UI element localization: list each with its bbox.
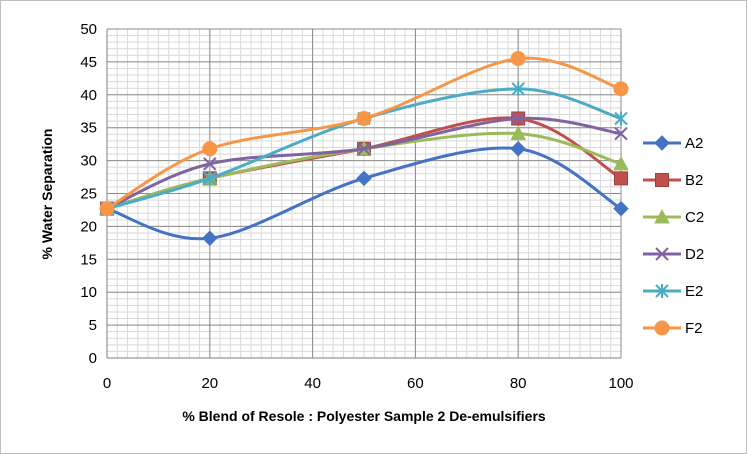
legend-marker-b2 <box>655 173 669 187</box>
legend-marker-f2 <box>654 320 670 336</box>
data-point-a2 <box>613 200 629 217</box>
data-point-f2 <box>510 51 526 67</box>
data-point-b2 <box>614 171 628 186</box>
y-tick-label: 0 <box>89 350 97 367</box>
legend-label-a2: A2 <box>685 135 703 152</box>
legend-item-b2: B2 <box>643 172 703 189</box>
data-point-d2 <box>203 157 217 171</box>
y-tick-label: 45 <box>80 54 97 71</box>
data-point-f2 <box>613 81 629 97</box>
legend-marker-c2 <box>654 208 670 224</box>
data-point-f2 <box>99 201 115 217</box>
tick-labels: 0 5 10 15 20 25 30 35 40 45 50 0 20 40 60 80 100 <box>80 21 633 392</box>
y-tick-label: 10 <box>80 284 97 301</box>
x-tick-label: 100 <box>608 375 633 392</box>
y-tick-label: 35 <box>80 120 97 137</box>
legend-marker-d2 <box>655 247 669 261</box>
x-tick-label: 40 <box>304 375 321 392</box>
data-point-e2 <box>203 171 217 186</box>
y-tick-label: 40 <box>80 87 97 104</box>
grid <box>106 28 622 359</box>
axes <box>106 29 621 359</box>
data-point-e2 <box>511 81 525 96</box>
data-point-e2 <box>614 111 628 126</box>
x-tick-label: 20 <box>201 375 218 392</box>
legend-label-f2: F2 <box>685 320 703 337</box>
data-point-c2 <box>613 155 629 171</box>
y-tick-label: 30 <box>80 153 97 170</box>
data-point-a2 <box>510 141 526 157</box>
y-tick-label: 20 <box>80 218 97 235</box>
legend-item-f2: F2 <box>643 320 703 337</box>
legend-label-d2: D2 <box>685 246 704 263</box>
data-point-d2 <box>614 126 628 141</box>
y-tick-label: 5 <box>89 317 97 334</box>
x-tick-label: 80 <box>510 375 527 392</box>
legend-item-c2: C2 <box>643 208 704 226</box>
data-point-d2 <box>357 142 371 156</box>
data-point-f2 <box>356 110 372 126</box>
x-tick-label: 60 <box>407 375 424 392</box>
y-tick-label: 50 <box>80 21 97 38</box>
legend-item-d2: D2 <box>643 246 704 263</box>
legend: A2 B2 C2 D2 E2 F2 <box>643 135 704 337</box>
series-group <box>99 51 629 246</box>
y-tick-label: 15 <box>80 251 97 268</box>
y-axis-title: % Water Separation <box>39 129 55 260</box>
x-axis-title: % Blend of Resole : Polyester Sample 2 D… <box>182 408 546 424</box>
legend-item-a2: A2 <box>643 135 703 152</box>
data-point-a2 <box>356 170 372 187</box>
legend-marker-e2 <box>655 284 669 298</box>
legend-label-b2: B2 <box>685 172 703 189</box>
legend-item-e2: E2 <box>643 283 703 300</box>
legend-marker-a2 <box>654 135 670 151</box>
y-tick-label: 25 <box>80 186 97 203</box>
x-tick-label: 0 <box>103 375 111 392</box>
data-point-d2 <box>511 111 525 126</box>
data-point-c2 <box>510 125 527 141</box>
legend-label-c2: C2 <box>685 209 704 226</box>
data-point-a2 <box>202 230 218 246</box>
legend-label-e2: E2 <box>685 283 703 300</box>
data-point-f2 <box>202 141 218 157</box>
series-f2 <box>99 51 629 217</box>
